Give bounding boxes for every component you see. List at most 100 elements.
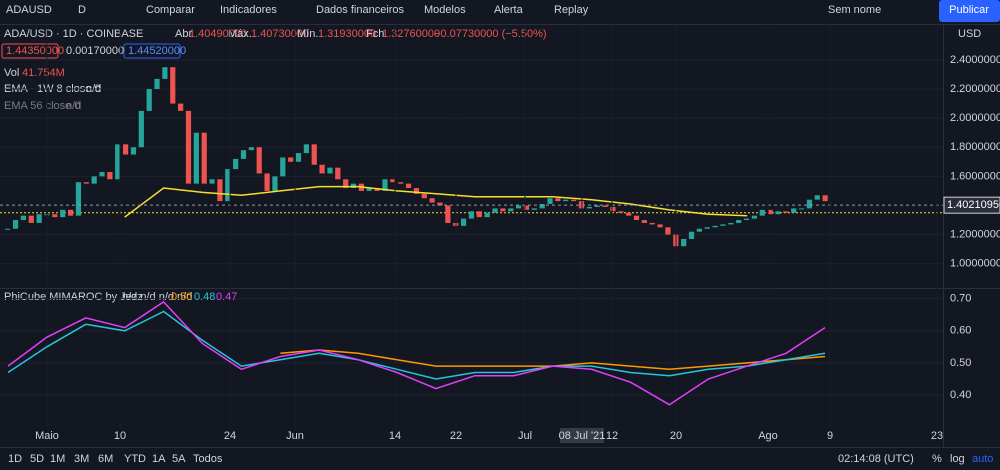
range-button[interactable]: 1M — [50, 453, 65, 465]
time-label: 9 — [827, 430, 833, 442]
last-price-label: 1.40210950 — [947, 199, 1000, 211]
candle — [193, 132, 199, 184]
percent-toggle[interactable]: % — [932, 453, 942, 465]
toolbar-item[interactable]: Modelos — [424, 4, 466, 16]
time-label: 22 — [450, 430, 462, 442]
log-toggle[interactable]: log — [950, 453, 965, 465]
time-label: Maio — [35, 430, 59, 442]
candle — [115, 144, 121, 180]
candle — [272, 176, 278, 191]
crosshair-date-box — [560, 428, 604, 443]
sell-price[interactable]: 1.44350000 — [6, 45, 64, 57]
candle — [728, 222, 734, 225]
buy-box[interactable] — [123, 43, 181, 59]
range-button[interactable]: 1D — [8, 453, 22, 465]
candle — [67, 209, 74, 216]
candle — [335, 167, 341, 180]
candle — [736, 220, 742, 223]
oscillator-title: PhiCube MIMAROC by Jezz — [4, 291, 143, 303]
time-label: 10 — [114, 430, 126, 442]
candle — [516, 205, 522, 209]
candle — [460, 218, 467, 226]
candle — [767, 209, 773, 215]
indicator-name: EMA 56 close 0 — [4, 100, 80, 112]
auto-toggle[interactable]: auto — [972, 453, 993, 465]
buy-price[interactable]: 1.44520000 — [128, 45, 186, 57]
candle — [633, 215, 640, 221]
range-button[interactable]: Todos — [193, 453, 223, 465]
candle — [594, 205, 600, 207]
candle — [233, 158, 239, 170]
candle — [571, 199, 577, 202]
candle — [264, 173, 270, 191]
candle — [170, 67, 176, 104]
toolbar — [0, 0, 1000, 24]
oscillator-value: 0.50 — [171, 291, 192, 303]
toolbar-item[interactable]: Alerta — [494, 4, 524, 16]
ema-line — [124, 185, 748, 218]
range-button[interactable]: 5A — [172, 453, 186, 465]
sell-box[interactable] — [1, 43, 59, 59]
axis-unit[interactable]: USD — [958, 28, 981, 40]
candle — [547, 198, 553, 205]
time-label: Ago — [758, 430, 778, 442]
candle — [382, 179, 388, 191]
candle — [83, 182, 89, 184]
last-price-box — [943, 196, 1000, 214]
range-button[interactable]: YTD — [124, 453, 146, 465]
candle — [405, 183, 412, 189]
candle — [390, 179, 396, 183]
candle — [366, 188, 372, 191]
candle — [123, 144, 129, 155]
candle — [374, 188, 380, 191]
publish-button[interactable] — [939, 0, 1000, 22]
candle — [665, 227, 671, 235]
candle — [154, 78, 160, 90]
candle — [500, 208, 506, 212]
time-label: 20 — [670, 430, 682, 442]
candle — [343, 179, 349, 189]
time-label: 23 — [931, 430, 943, 442]
candle — [138, 110, 144, 148]
toolbar-item[interactable]: Comparar — [146, 4, 195, 16]
oscillator-label: 0.60 — [950, 325, 971, 337]
candle — [523, 205, 530, 210]
symbol[interactable]: ADAUSD — [6, 4, 52, 16]
layout-name[interactable]: Sem nome — [828, 4, 881, 16]
range-button[interactable]: 6M — [98, 453, 113, 465]
candle — [586, 206, 592, 209]
publish-label[interactable]: Publicar — [949, 4, 989, 16]
toolbar-item[interactable]: Indicadores — [220, 4, 277, 16]
candle — [60, 209, 66, 218]
candle — [303, 144, 309, 154]
oscillator-label: 0.50 — [950, 357, 971, 369]
range-button[interactable]: 3M — [74, 453, 89, 465]
candle — [248, 147, 254, 151]
interval[interactable]: D — [78, 4, 86, 16]
indicator-name: Vol — [4, 67, 19, 79]
indicator-value: 41.754M — [22, 67, 65, 79]
candle — [36, 214, 42, 223]
candle — [280, 157, 286, 177]
candle — [751, 215, 757, 219]
candle — [75, 182, 82, 216]
candle — [712, 225, 718, 228]
clock: 02:14:08 (UTC) — [838, 453, 914, 465]
toolbar-item[interactable]: Replay — [554, 4, 589, 16]
range-button[interactable]: 5D — [30, 453, 44, 465]
candle — [822, 195, 828, 202]
candle — [806, 199, 813, 209]
candle — [508, 208, 514, 212]
candle — [578, 201, 585, 209]
candle — [759, 209, 765, 216]
ohlc-label: Fch — [366, 28, 384, 40]
candle — [720, 224, 726, 226]
candle — [295, 153, 302, 162]
range-button[interactable]: 1A — [152, 453, 166, 465]
time-label: 14 — [389, 430, 401, 442]
oscillator-label: 0.70 — [950, 293, 971, 305]
price-label: 2.00000000 — [950, 112, 1000, 124]
candle — [209, 179, 215, 184]
toolbar-item[interactable]: Dados financeiros — [316, 4, 405, 16]
candle — [162, 67, 168, 79]
